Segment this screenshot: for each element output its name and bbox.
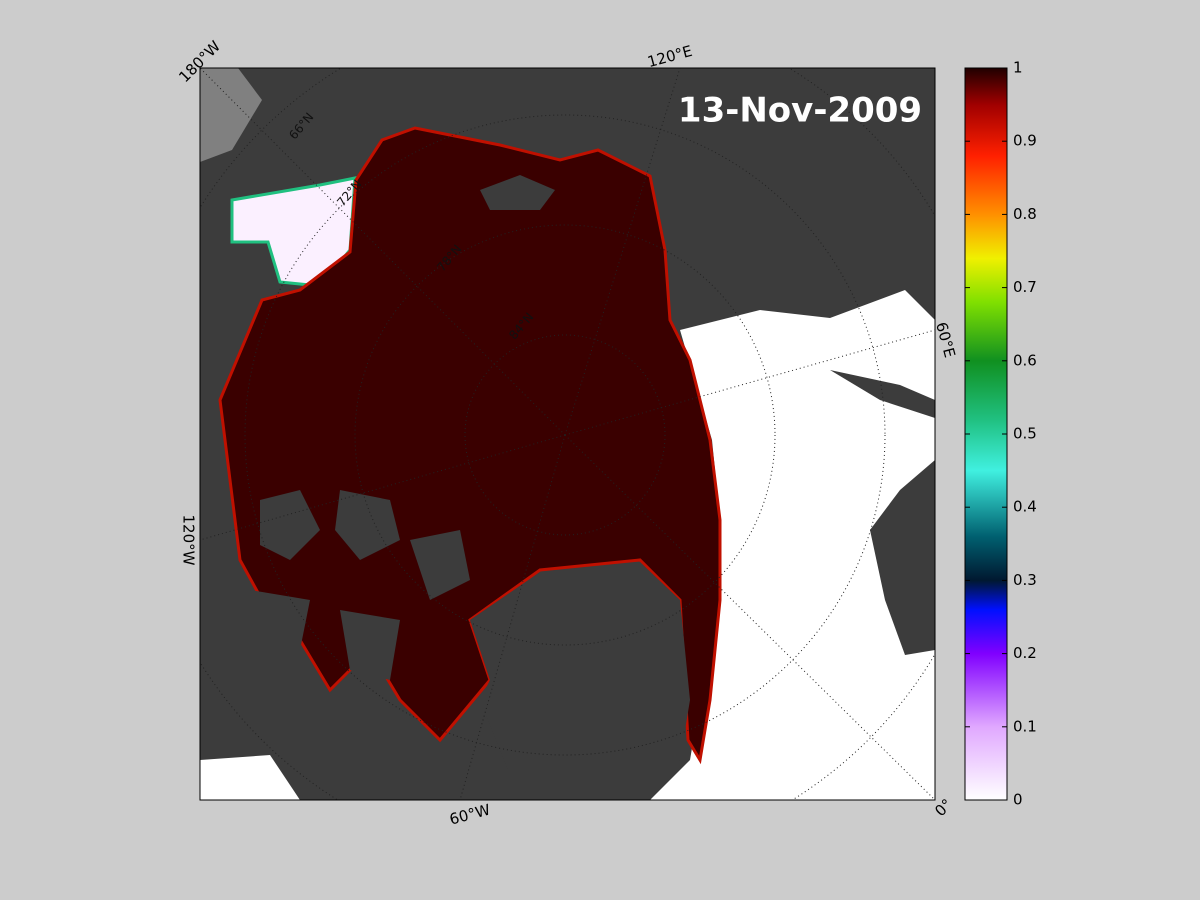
colorbar-tick-label: 0.2 (1013, 644, 1037, 662)
colorbar-tick-label: 0.8 (1013, 205, 1037, 223)
land (870, 460, 935, 655)
lon-label: 60°W (448, 800, 493, 828)
colorbar-tick-label: 1 (1013, 59, 1023, 77)
map-frame (199, 67, 936, 801)
colorbar (964, 67, 1008, 801)
island (335, 490, 400, 560)
graticule (200, 68, 935, 800)
island (250, 590, 310, 650)
colorbar-tick-label: 0.4 (1013, 498, 1037, 516)
open-water (200, 755, 300, 800)
colorbar-tick-label: 0.7 (1013, 278, 1037, 296)
island (480, 175, 555, 210)
lon-label: 120°E (646, 42, 695, 71)
open-water (650, 290, 935, 800)
land-lit (200, 68, 262, 162)
colorbar-tick-label: 0.3 (1013, 571, 1037, 589)
date-label: 13-Nov-2009 (678, 91, 922, 131)
lon-label: 120°W (180, 515, 198, 566)
colorbar-tick-label: 0.1 (1013, 717, 1037, 735)
colorbar-tick-label: 0.9 (1013, 132, 1037, 150)
colorbar-ticks: 0 0.1 0.2 0.3 0.4 0.5 0.6 0.7 0.8 0.9 1 (965, 59, 1037, 809)
map: 66°N 72°N 78°N 84°N 13-Nov-2009 (200, 68, 935, 800)
island (260, 490, 320, 560)
colorbar-tick-label: 0.5 (1013, 425, 1037, 443)
island (340, 610, 400, 680)
island (410, 530, 470, 600)
greenland (470, 562, 690, 800)
lon-label: 60°E (932, 320, 959, 360)
colorbar-tick-label: 0 (1013, 791, 1023, 809)
colorbar-tick-label: 0.6 (1013, 351, 1037, 369)
